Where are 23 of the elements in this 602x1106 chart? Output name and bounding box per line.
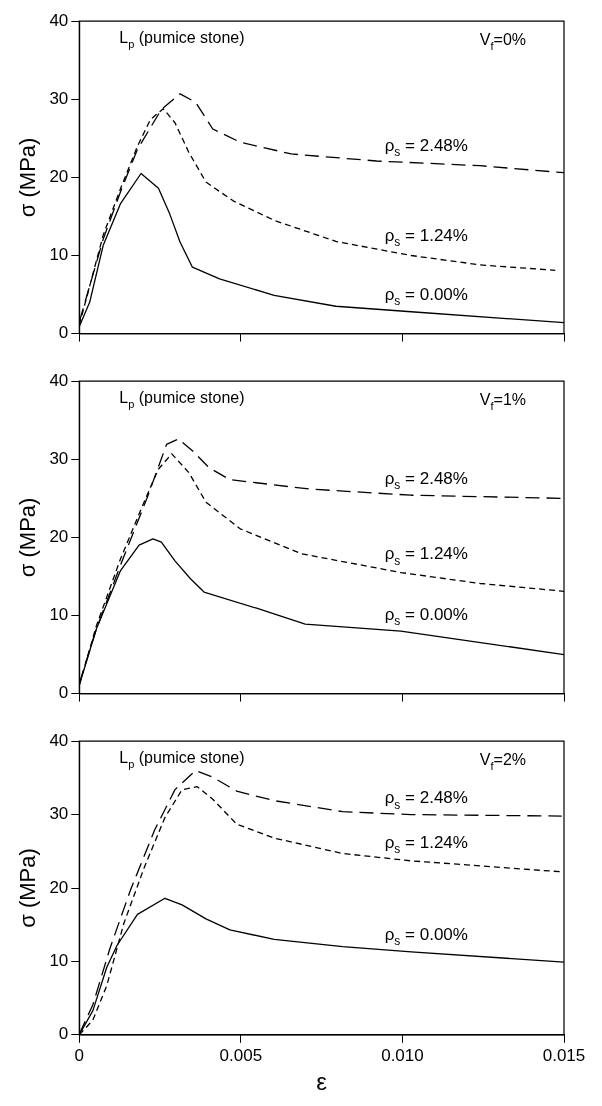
y-axis-title: σ (MPa) <box>15 848 41 928</box>
y-tick-label: 10 <box>49 951 69 971</box>
y-tick-label: 0 <box>58 1024 69 1044</box>
y-tick-label: 0 <box>58 323 69 343</box>
y-tick-label: 10 <box>49 605 69 625</box>
y-axis-title: σ (MPa) <box>15 137 41 218</box>
y-axis-title: σ (MPa) <box>15 497 41 578</box>
x-tick-label: 0.015 <box>542 1045 586 1065</box>
x-tick-label: 0.010 <box>381 1045 424 1065</box>
y-tick-label: 40 <box>49 370 69 390</box>
y-tick-label: 20 <box>49 527 69 547</box>
y-tick-label: 30 <box>49 804 69 824</box>
x-tick-label: 0.005 <box>219 1045 263 1065</box>
y-tick-label: 30 <box>49 88 69 108</box>
y-tick-label: 20 <box>49 167 69 187</box>
x-axis-title: ε <box>316 1068 328 1096</box>
y-tick-label: 40 <box>49 730 69 750</box>
y-tick-label: 40 <box>49 10 69 30</box>
x-tick-label: 0 <box>74 1045 85 1065</box>
y-tick-label: 20 <box>49 877 69 897</box>
y-tick-label: 0 <box>58 683 69 703</box>
y-tick-label: 10 <box>49 245 69 265</box>
y-tick-label: 30 <box>49 448 69 468</box>
